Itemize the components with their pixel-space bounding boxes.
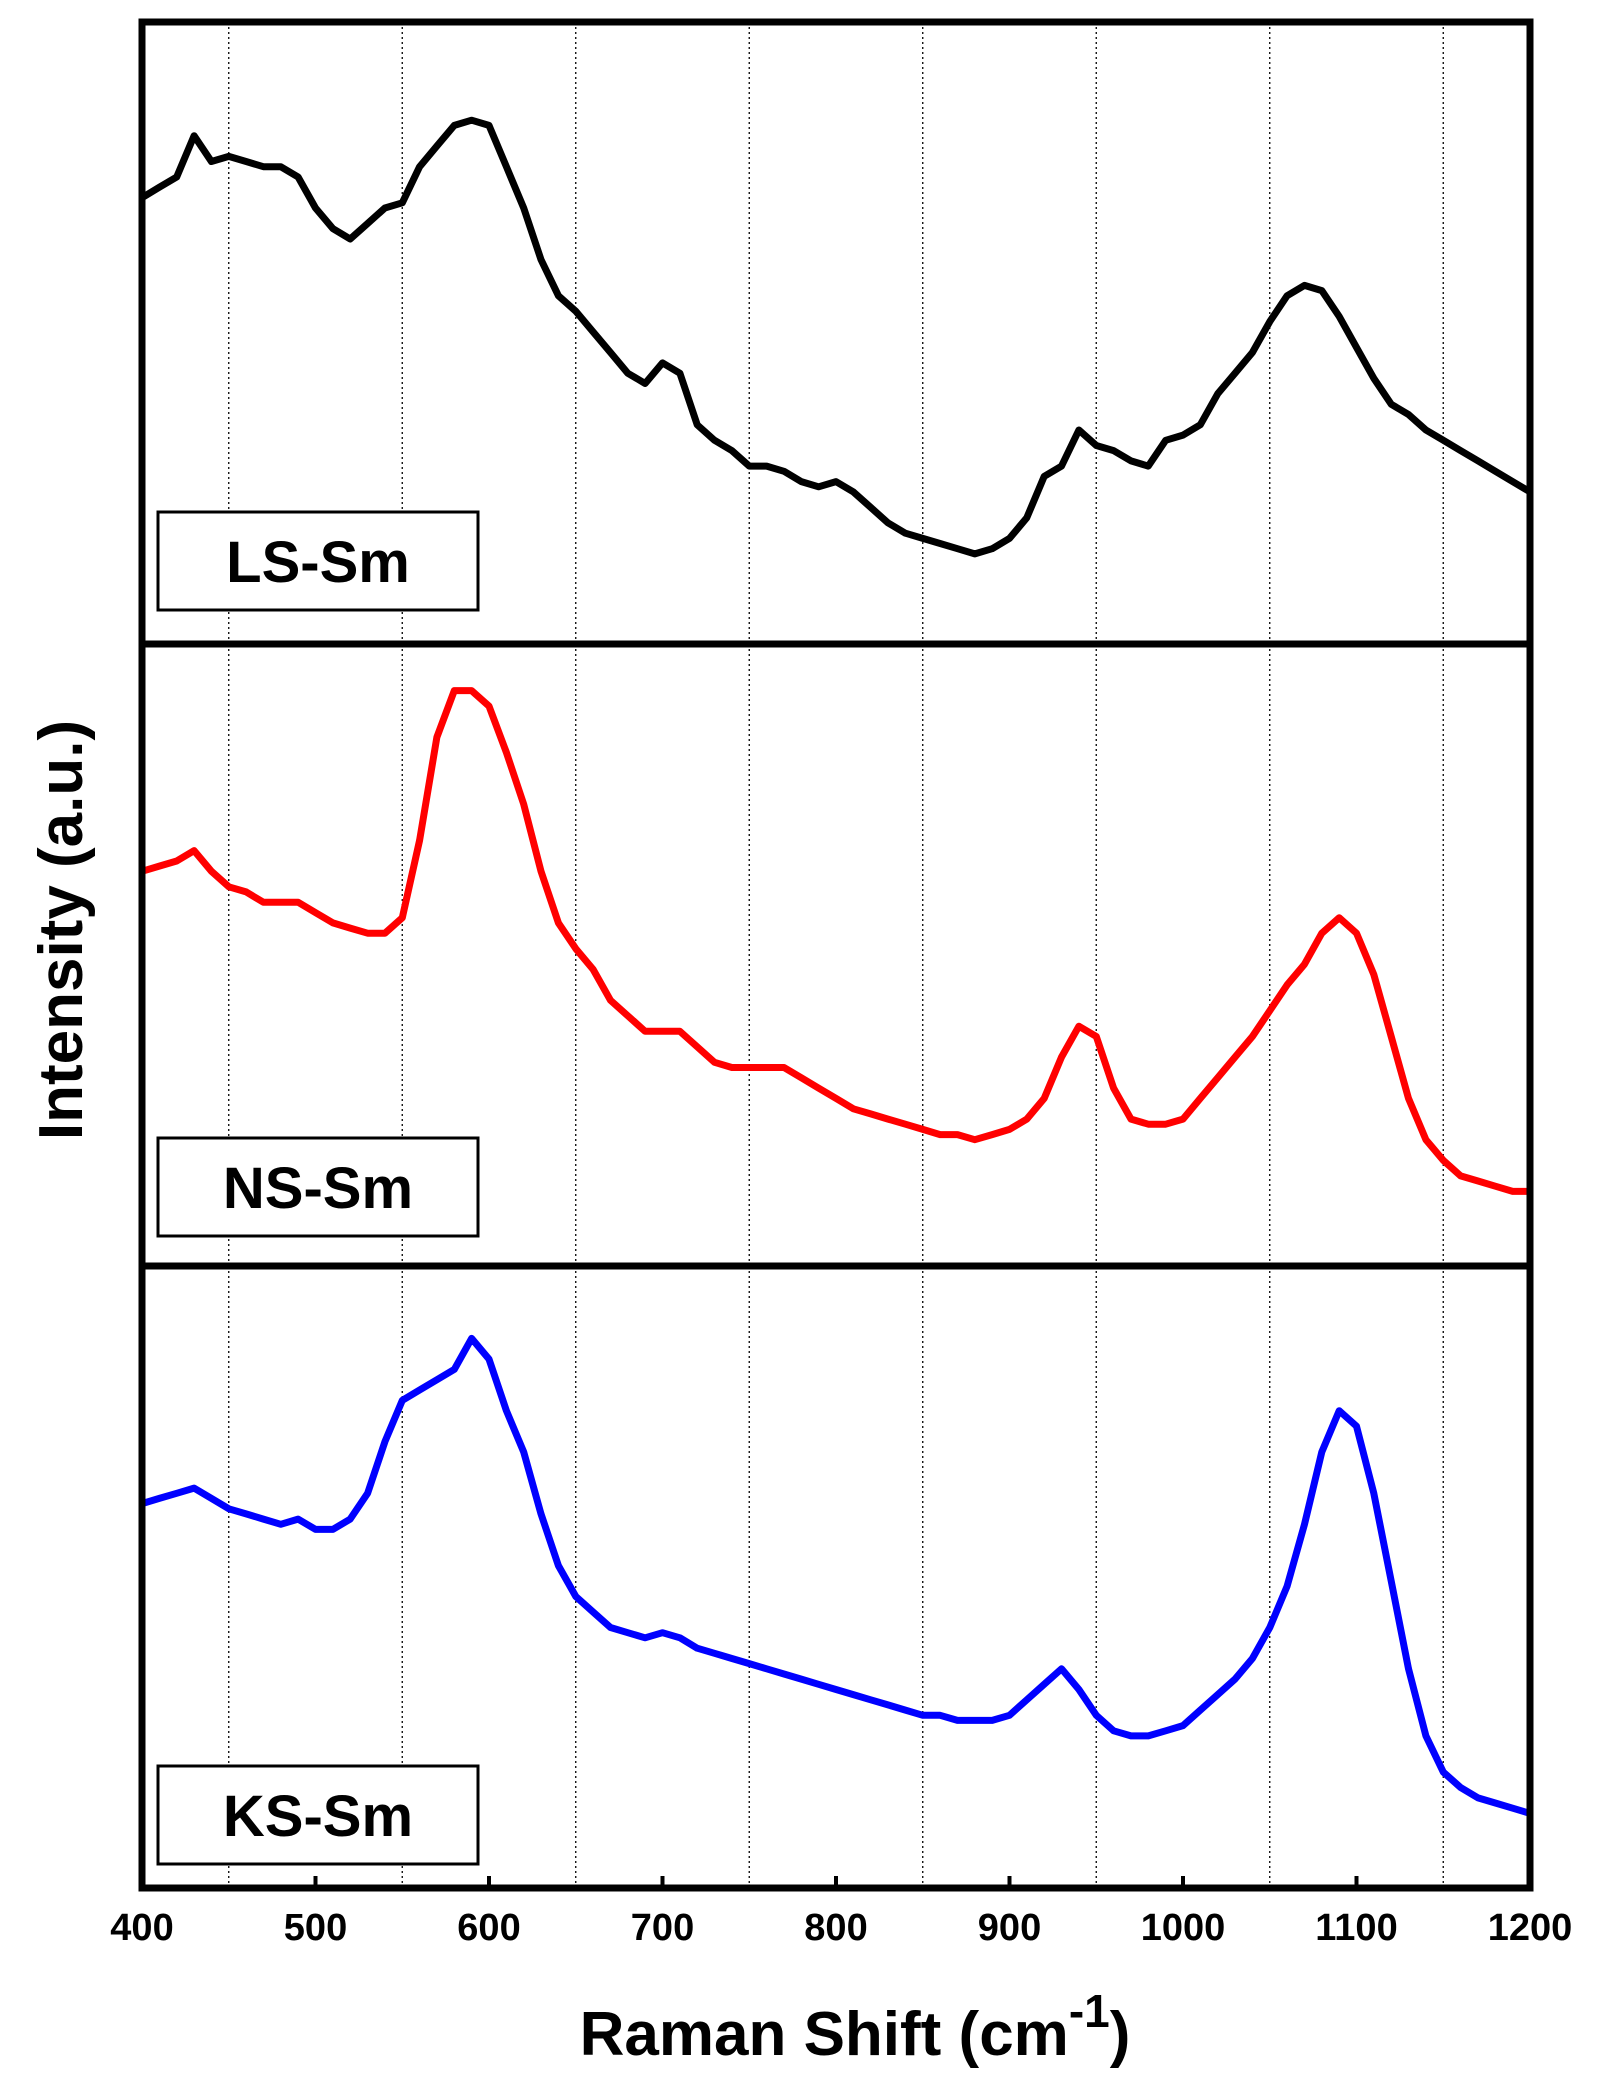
- panel-label-text: KS-Sm: [223, 1784, 413, 1849]
- x-tick-labels: 400 500 600 700 800 900 1000 1100 1200: [110, 1907, 1572, 1949]
- x-axis-title-superscript: -1: [1069, 1985, 1110, 2037]
- x-axis-title-suffix: ): [1110, 2000, 1131, 2069]
- series-line: [138, 687, 1534, 1195]
- x-axis-title: Raman Shift (cm-1): [580, 1985, 1131, 2069]
- series-lines: [138, 116, 1534, 1817]
- grid-lines: [228, 22, 1444, 1888]
- x-axis-title-main: Raman Shift (cm: [580, 2000, 1069, 2069]
- panel-label-box: [156, 1136, 480, 1238]
- panel-label-box: [156, 1764, 480, 1866]
- x-tick-label: 1000: [1141, 1907, 1226, 1949]
- series-line: [138, 116, 1534, 558]
- panel-labels: LS-Sm NS-Sm KS-Sm: [156, 510, 480, 1866]
- x-tick-label: 1200: [1488, 1907, 1573, 1949]
- panel-label-text: LS-Sm: [226, 530, 410, 595]
- y-axis-title: Intensity (a.u.): [27, 720, 96, 1140]
- panel-label-box: [156, 510, 480, 612]
- x-tick-label: 600: [457, 1907, 520, 1949]
- x-tick-label: 800: [804, 1907, 867, 1949]
- x-tick-label: 900: [978, 1907, 1041, 1949]
- x-tick-label: 1100: [1315, 1907, 1397, 1949]
- panel-frames: [138, 18, 1534, 1892]
- x-tick-label: 700: [631, 1907, 694, 1949]
- series-line: [138, 1334, 1534, 1817]
- x-tick-label: 400: [110, 1907, 173, 1949]
- x-tick-label: 500: [284, 1907, 347, 1949]
- panel-label-text: NS-Sm: [223, 1156, 413, 1221]
